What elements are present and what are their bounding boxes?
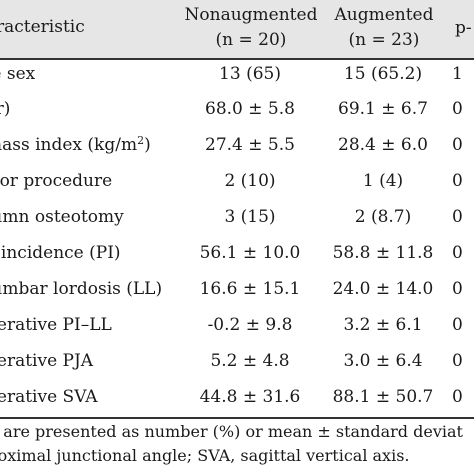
row-non-bmi: 27.4 ± 5.5: [205, 135, 295, 155]
row-aug-osteotomy: 2 (8.7): [354, 207, 412, 227]
row-p-pi-ll: 0: [452, 315, 463, 335]
row-p-sex: 1: [452, 64, 463, 84]
row-p-pja: 0: [452, 351, 463, 371]
row-label-pja: perative PJA: [0, 351, 94, 371]
row-label-prior-procedure: rior procedure: [0, 171, 113, 191]
row-aug-sex: 15 (65.2): [343, 64, 423, 84]
row-label-osteotomy: lumn osteotomy: [0, 207, 124, 227]
row-non-pja: 5.2 ± 4.8: [210, 351, 290, 371]
header-augmented: Augmented: [334, 5, 434, 25]
row-non-pi-ll: -0.2 ± 9.8: [207, 315, 293, 335]
row-label-age: yr): [0, 99, 11, 119]
row-p-pi: 0: [452, 243, 463, 263]
row-label-sex: le sex: [0, 64, 36, 84]
row-non-age: 68.0 ± 5.8: [205, 99, 295, 119]
row-label-ll: lumbar lordosis (LL): [0, 279, 163, 299]
bottom-rule: [0, 417, 474, 419]
row-p-prior-procedure: 0: [452, 171, 463, 191]
row-aug-prior-procedure: 1 (4): [362, 171, 404, 191]
row-label-pi: c incidence (PI): [0, 243, 121, 263]
row-label-sva: perative SVA: [0, 387, 98, 407]
row-p-sva: 0: [452, 387, 463, 407]
row-label-bmi: mass index (kg/m2): [0, 135, 151, 155]
row-non-ll: 16.6 ± 15.1: [199, 279, 301, 299]
table-header-background: [0, 0, 474, 58]
row-label-pi-ll: perative PI–LL: [0, 315, 112, 335]
row-label-bmi-sup: 2: [137, 134, 145, 147]
header-augmented-n: (n = 23): [348, 30, 420, 50]
row-aug-age: 69.1 ± 6.7: [338, 99, 428, 119]
row-p-bmi: 0: [452, 135, 463, 155]
header-rule: [0, 58, 474, 60]
row-aug-sva: 88.1 ± 50.7: [332, 387, 434, 407]
row-non-sex: 13 (65): [219, 64, 281, 84]
row-aug-pi: 58.8 ± 11.8: [332, 243, 434, 263]
row-p-ll: 0: [452, 279, 463, 299]
row-aug-bmi: 28.4 ± 6.0: [338, 135, 428, 155]
row-aug-ll: 24.0 ± 14.0: [332, 279, 434, 299]
row-non-sva: 44.8 ± 31.6: [199, 387, 301, 407]
row-non-osteotomy: 3 (15): [224, 207, 276, 227]
row-label-bmi-text: mass index (kg/m: [0, 135, 138, 155]
row-label-bmi-end: ): [144, 135, 151, 155]
row-non-prior-procedure: 2 (10): [224, 171, 276, 191]
row-p-osteotomy: 0: [452, 207, 463, 227]
header-p-value: p-: [455, 18, 472, 38]
row-non-pi: 56.1 ± 10.0: [199, 243, 301, 263]
header-nonaugmented-n: (n = 20): [215, 30, 287, 50]
row-aug-pja: 3.0 ± 6.4: [343, 351, 423, 371]
footnote-line-1: s are presented as number (%) or mean ± …: [0, 422, 463, 441]
row-p-age: 0: [452, 99, 463, 119]
row-aug-pi-ll: 3.2 ± 6.1: [343, 315, 423, 335]
footnote-line-2: roximal junctional angle; SVA, sagittal …: [0, 446, 410, 465]
header-characteristic: racteristic: [0, 17, 85, 37]
header-nonaugmented: Nonaugmented: [184, 5, 318, 25]
